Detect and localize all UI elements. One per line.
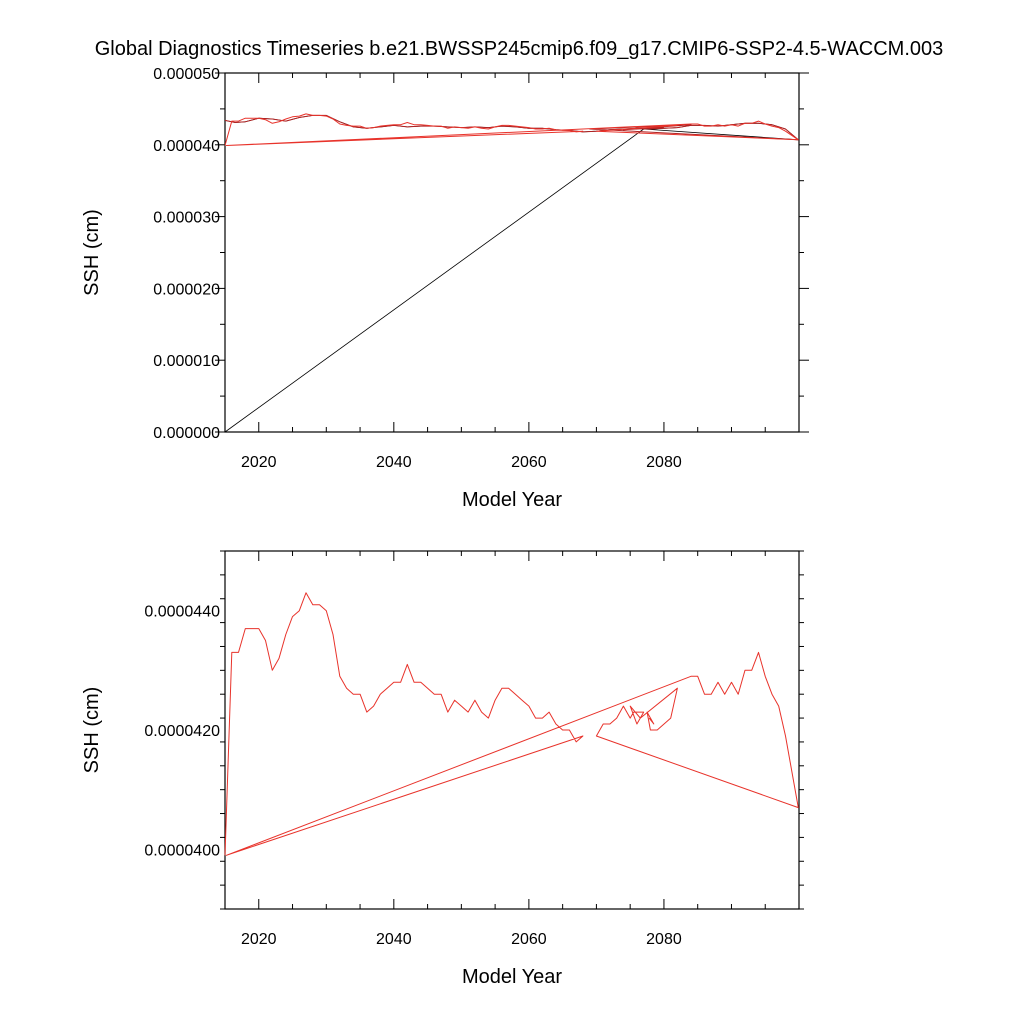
x-tick-label: 2020 (241, 931, 277, 948)
x-axis-label: Model Year (462, 966, 562, 988)
y-tick-label: 0.000010 (153, 353, 220, 370)
y-axis-label: SSH (cm) (81, 687, 103, 774)
series-line-black (224, 115, 799, 433)
y-axis-label: SSH (cm) (81, 209, 103, 296)
x-tick-label: 2080 (646, 454, 682, 471)
x-tick-label: 2060 (511, 454, 547, 471)
x-tick-label: 2060 (511, 931, 547, 948)
x-tick-label: 2020 (241, 454, 277, 471)
y-tick-label: 0.0000440 (144, 604, 220, 621)
y-tick-label: 0.0000400 (144, 842, 220, 859)
series-line-red (224, 113, 799, 146)
y-tick-label: 0.000020 (153, 281, 220, 298)
x-tick-label: 2040 (376, 454, 412, 471)
plot-frame (224, 550, 800, 910)
x-axis-label: Model Year (462, 489, 562, 511)
y-tick-label: 0.000040 (153, 138, 220, 155)
top-panel: 2020 2040 2060 2080 0.000000 0.000010 0.000020… (81, 66, 809, 511)
x-tick-label: 2080 (646, 931, 682, 948)
y-tick-label: 0.0000420 (144, 723, 220, 740)
chart-title: Global Diagnostics Timeseries b.e21.BWSS… (95, 38, 944, 60)
series-line-red (224, 592, 799, 856)
x-tick-label: 2040 (376, 931, 412, 948)
y-tick-label: 0.000030 (153, 210, 220, 227)
bottom-panel: 2020 2040 2060 2080 0.0000400 0.0000420 0.0000… (81, 550, 804, 988)
y-tick-label: 0.000050 (153, 66, 220, 83)
y-tick-label: 0.000000 (153, 425, 220, 442)
